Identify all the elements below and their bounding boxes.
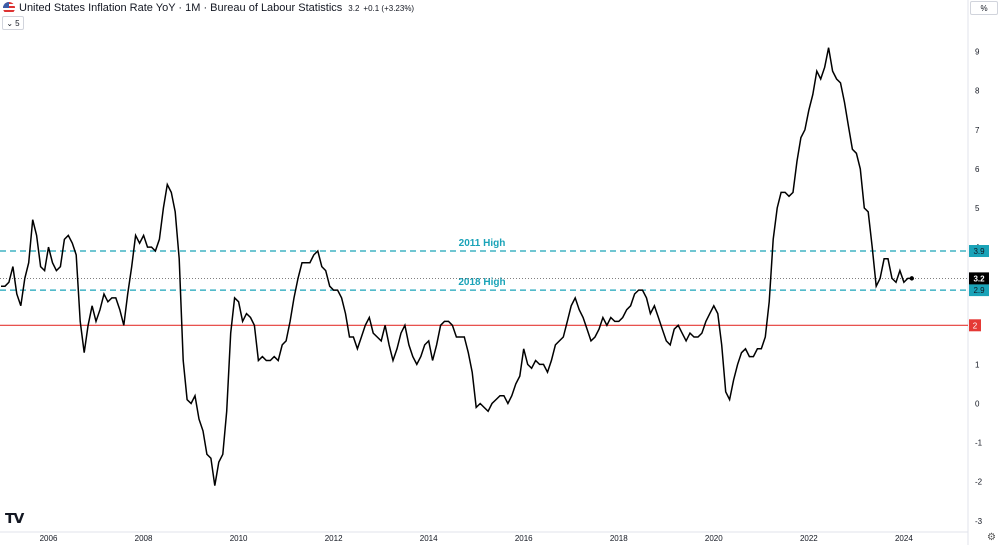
axis-badges: 3.9 2.9 2 3.2 [969, 245, 989, 332]
indicators-collapse-button[interactable]: ⌄ 5 [2, 16, 24, 30]
current-price: 3.2 [348, 3, 360, 13]
y-tick-label: -1 [975, 439, 983, 448]
x-tick-label: 2010 [230, 534, 248, 543]
x-tick-label: 2012 [325, 534, 343, 543]
x-tick-label: 2016 [515, 534, 533, 543]
x-tick-label: 2022 [800, 534, 818, 543]
horizontal-levels: 2011 High 2018 High [0, 238, 968, 326]
y-tick-label: 0 [975, 400, 980, 409]
x-tick-label: 2008 [135, 534, 153, 543]
level-badge-text: 2.9 [973, 286, 985, 295]
unit-label: % [980, 3, 988, 13]
x-axis-ticks: 2006 2008 2010 2012 2014 2016 2018 2020 2022 2024 [40, 534, 914, 543]
chart-title[interactable]: United States Inflation Rate YoY · 1M · … [19, 2, 343, 14]
y-tick-label: -3 [975, 517, 983, 526]
y-tick-label: 6 [975, 165, 980, 174]
y-tick-label: -2 [975, 478, 983, 487]
tradingview-logo-icon[interactable]: 𝗧𝗩 [5, 510, 24, 526]
chart-header: United States Inflation Rate YoY · 1M · … [0, 0, 414, 16]
chevron-down-icon: ⌄ [6, 18, 14, 28]
level-badge [969, 245, 989, 258]
price-change: +0.1 (+3.23%) [363, 3, 415, 13]
last-point-marker [909, 276, 914, 281]
target-badge [969, 319, 981, 332]
x-tick-label: 2018 [610, 534, 628, 543]
level-badge-text: 3.9 [973, 247, 985, 256]
level-badge [969, 284, 989, 297]
y-tick-label: 7 [975, 126, 980, 135]
last-price-badge-text: 3.2 [973, 274, 985, 283]
target-badge-text: 2 [973, 321, 978, 330]
y-tick-label: 1 [975, 360, 980, 369]
last-price-badge [969, 272, 989, 285]
y-tick-label: 9 [975, 48, 980, 57]
x-tick-label: 2020 [705, 534, 723, 543]
gear-icon[interactable]: ⚙ [987, 532, 996, 543]
x-tick-label: 2006 [40, 534, 58, 543]
inflation-series-line[interactable] [1, 47, 912, 486]
y-tick-label: 5 [975, 204, 980, 213]
x-tick-label: 2024 [895, 534, 913, 543]
x-tick-label: 2014 [420, 534, 438, 543]
us-flag-icon [3, 2, 15, 14]
label-2018-high: 2018 High [458, 277, 505, 288]
indicator-count: 5 [15, 18, 20, 28]
y-tick-label: 8 [975, 87, 980, 96]
label-2011-high: 2011 High [459, 238, 506, 249]
unit-button[interactable]: % [970, 1, 998, 15]
